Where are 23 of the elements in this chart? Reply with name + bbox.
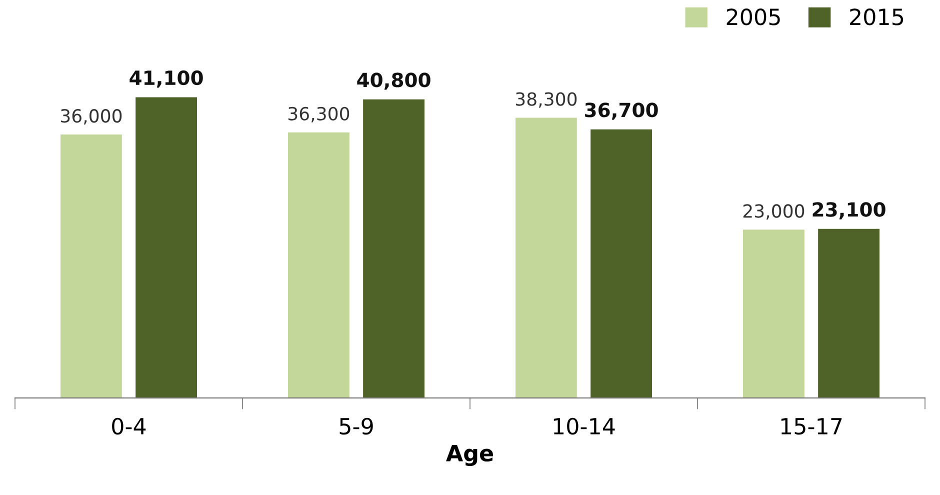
x-tick-label: 5-9	[340, 418, 373, 435]
bar	[363, 99, 424, 398]
bar	[818, 228, 880, 398]
bar	[136, 97, 197, 398]
x-tick-label: 10-14	[554, 418, 615, 435]
x-tick-label: 0-4	[112, 418, 146, 435]
x-tick-label: 15-17	[781, 418, 842, 435]
data-label: 36,300	[288, 106, 350, 122]
data-label: 41,100	[130, 70, 203, 88]
data-label: 23,000	[743, 204, 804, 220]
x-axis-title: Age	[446, 444, 494, 466]
legend-label: 2015	[850, 8, 904, 26]
data-label: 36,000	[61, 109, 122, 125]
bar	[743, 230, 804, 398]
bar	[590, 129, 652, 398]
data-label: 38,300	[516, 92, 577, 108]
data-label: 40,800	[357, 72, 430, 90]
legend-label: 2005	[726, 8, 780, 26]
data-label: 23,100	[812, 202, 886, 220]
bar	[288, 132, 350, 398]
bar	[60, 134, 122, 398]
data-label: 36,700	[585, 102, 658, 120]
bar	[516, 118, 577, 398]
